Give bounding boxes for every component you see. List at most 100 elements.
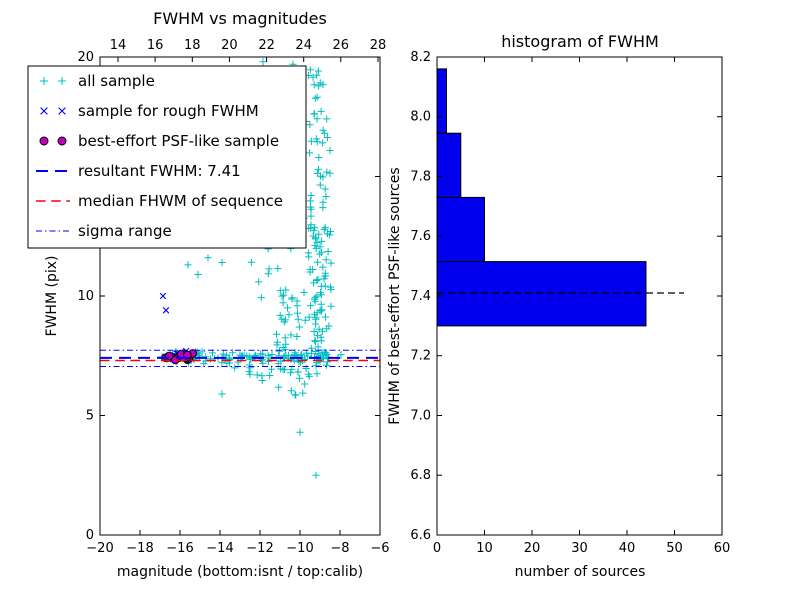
plus-marker-icon bbox=[337, 351, 345, 359]
plus-marker-icon bbox=[322, 361, 331, 369]
plus-marker-icon bbox=[58, 77, 66, 85]
plus-marker-icon bbox=[276, 287, 284, 295]
legend: all sample sample for rough FWHM best-effo… bbox=[27, 65, 307, 249]
plus-marker-icon bbox=[319, 80, 327, 88]
plus-marker-icon bbox=[319, 126, 327, 134]
x-tick-label: 10 bbox=[476, 541, 493, 556]
plus-marker-icon bbox=[309, 73, 317, 81]
x-tick-label: −16 bbox=[166, 541, 193, 556]
plus-marker-icon bbox=[313, 169, 321, 177]
plus-marker-icon bbox=[323, 115, 331, 123]
plus-marker-icon bbox=[291, 391, 299, 399]
x-tick-label: −6 bbox=[370, 541, 389, 556]
top-tick-label: 28 bbox=[370, 38, 387, 53]
plus-marker-icon bbox=[229, 349, 237, 357]
plus-marker-icon bbox=[314, 165, 322, 173]
plus-marker-icon bbox=[317, 248, 326, 256]
plus-marker-icon bbox=[313, 370, 321, 378]
plus-marker-icon bbox=[315, 82, 323, 90]
plus-marker-icon bbox=[299, 389, 307, 397]
x-tick-label: −10 bbox=[286, 541, 313, 556]
plus-marker-icon bbox=[245, 361, 254, 369]
plus-marker-icon bbox=[313, 71, 321, 79]
plus-marker-icon bbox=[307, 191, 315, 200]
hist-bar bbox=[436, 132, 462, 198]
plus-marker-icon bbox=[324, 247, 332, 256]
plus-marker-icon bbox=[319, 263, 327, 271]
plus-marker-icon bbox=[281, 334, 289, 342]
plus-marker-icon bbox=[312, 347, 320, 356]
plus-marker-icon bbox=[327, 259, 335, 267]
plus-marker-icon bbox=[287, 355, 295, 363]
x-marker-icon bbox=[162, 307, 170, 314]
plus-marker-icon bbox=[257, 350, 265, 358]
plus-marker-icon bbox=[305, 313, 313, 321]
axes-spine bbox=[436, 56, 723, 536]
plus-marker-icon bbox=[321, 224, 329, 232]
x-marker-icon bbox=[159, 292, 167, 300]
plus-marker-icon bbox=[313, 115, 321, 123]
legend-item: sigma range bbox=[36, 222, 172, 240]
plus-marker-icon bbox=[276, 311, 284, 319]
plus-marker-icon bbox=[287, 387, 295, 395]
y-tick-label: 7.2 bbox=[410, 349, 431, 364]
plus-marker-icon bbox=[259, 58, 267, 66]
y-tick-label: 10 bbox=[77, 289, 94, 304]
plus-marker-icon bbox=[266, 371, 274, 380]
plus-marker-icon bbox=[324, 358, 332, 366]
plus-marker-icon bbox=[283, 304, 292, 312]
x-marker-icon bbox=[58, 107, 66, 115]
plus-marker-icon bbox=[310, 110, 318, 118]
plus-marker-icon bbox=[311, 337, 319, 345]
plus-marker-icon bbox=[306, 268, 314, 276]
plus-marker-icon bbox=[311, 94, 319, 102]
plus-marker-icon bbox=[312, 471, 320, 479]
plus-marker-icon bbox=[294, 315, 302, 323]
top-tick-label: 26 bbox=[333, 38, 350, 53]
plus-marker-icon bbox=[320, 225, 328, 233]
plus-marker-icon bbox=[278, 292, 286, 300]
plus-marker-icon bbox=[295, 323, 303, 331]
plus-marker-icon bbox=[301, 380, 309, 388]
plus-marker-icon bbox=[321, 313, 330, 321]
y-tick-label: 7.6 bbox=[410, 229, 431, 244]
plus-marker-icon bbox=[294, 368, 302, 376]
plus-marker-icon bbox=[319, 173, 327, 181]
x-marker-icon bbox=[40, 107, 48, 115]
legend-item: sample for rough FWHM bbox=[40, 102, 259, 120]
plus-marker-icon bbox=[310, 81, 318, 89]
plus-marker-icon bbox=[316, 289, 325, 297]
legend-label: sigma range bbox=[78, 222, 172, 240]
plus-marker-icon bbox=[313, 93, 321, 101]
plus-marker-icon bbox=[321, 272, 329, 280]
plus-marker-icon bbox=[314, 67, 322, 75]
top-tick-label: 18 bbox=[184, 38, 201, 53]
circle-marker-icon bbox=[39, 136, 49, 146]
plus-marker-icon bbox=[309, 232, 317, 240]
plus-marker-icon bbox=[295, 357, 303, 366]
plus-marker-icon bbox=[316, 181, 324, 189]
plus-marker-icon bbox=[279, 291, 288, 299]
plus-marker-icon bbox=[311, 320, 320, 328]
scatter-title: FWHM vs magnitudes bbox=[153, 9, 327, 28]
plus-marker-icon bbox=[312, 135, 320, 143]
plus-marker-icon bbox=[327, 302, 335, 310]
plus-marker-icon bbox=[301, 316, 309, 324]
plus-marker-icon bbox=[274, 264, 282, 273]
hist-bar bbox=[436, 261, 647, 327]
plus-marker-icon bbox=[264, 352, 272, 360]
histogram-title: histogram of FWHM bbox=[501, 32, 659, 51]
plus-marker-icon bbox=[315, 230, 323, 238]
plus-marker-icon bbox=[312, 244, 320, 252]
plus-marker-icon bbox=[310, 327, 318, 336]
plus-marker-icon bbox=[279, 299, 287, 307]
plus-marker-icon bbox=[319, 139, 327, 147]
legend-label: all sample bbox=[78, 72, 155, 90]
x-tick-label: −20 bbox=[86, 541, 113, 556]
plus-marker-icon bbox=[323, 168, 331, 176]
histogram-ylabel: FWHM of best-effort PSF-like sources bbox=[387, 167, 403, 424]
y-tick-label: 6.6 bbox=[410, 528, 431, 543]
plus-marker-icon bbox=[202, 353, 210, 361]
legend-label: median FHWM of sequence bbox=[78, 192, 283, 210]
plus-marker-icon bbox=[295, 374, 303, 382]
